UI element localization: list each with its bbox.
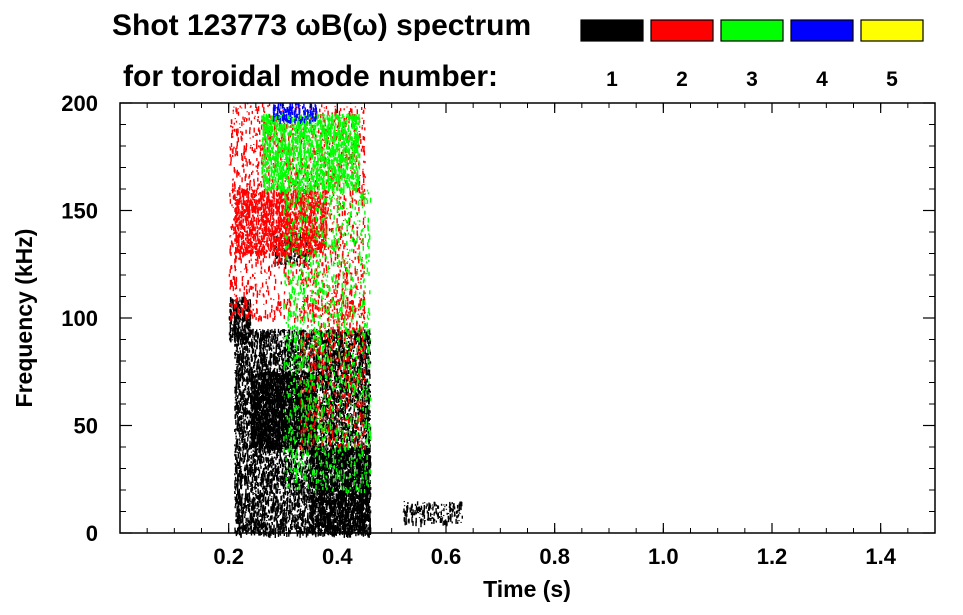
legend-label-mode-2: 2 (676, 68, 688, 91)
legend-swatch-mode-1 (580, 19, 644, 42)
x-tick-label: 0.2 (213, 544, 244, 569)
x-tick-label: 1.2 (757, 544, 788, 569)
y-tick-label: 150 (61, 199, 98, 224)
legend-label-mode-4: 4 (816, 68, 828, 91)
mode-1-region (250, 371, 317, 452)
legend-label-mode-1: 1 (606, 68, 618, 91)
legend-swatch-mode-3 (720, 19, 784, 42)
mode-2-region (299, 296, 366, 452)
legend-swatch-mode-2 (650, 19, 714, 42)
legend-swatch-mode-5 (860, 19, 924, 42)
y-tick-label: 200 (61, 91, 98, 116)
chart-title-line1: Shot 123773 ωB(ω) spectrum (112, 9, 531, 42)
x-tick-label: 1.4 (865, 544, 896, 569)
legend-label-mode-3: 3 (746, 68, 758, 91)
x-tick-label: 1.0 (648, 544, 679, 569)
x-tick-label: 0.4 (322, 544, 353, 569)
y-tick-label: 0 (86, 521, 98, 546)
legend-label-mode-5: 5 (886, 68, 898, 91)
mode-1-region (402, 501, 463, 528)
axis-ticks: 0.2 0.4 0.6 0.8 1.0 1.2 1.4 0 50 100 150 200 (61, 91, 935, 569)
chart-title-line2: for toroidal mode number: (123, 60, 498, 93)
y-tick-label: 50 (74, 414, 98, 439)
x-tick-label: 0.8 (539, 544, 570, 569)
x-axis-label: Time (s) (483, 576, 571, 602)
legend-swatch-mode-4 (790, 19, 854, 42)
x-tick-label: 0.6 (431, 544, 462, 569)
y-axis-label: Frequency (kHz) (11, 229, 37, 408)
spectrum-pixels (228, 103, 463, 538)
mode-3-region (261, 113, 361, 194)
legend: 1 2 3 4 5 (580, 19, 924, 91)
y-tick-label: 100 (61, 306, 98, 331)
mode-4-region (272, 103, 317, 124)
mode-3-region (283, 189, 372, 494)
